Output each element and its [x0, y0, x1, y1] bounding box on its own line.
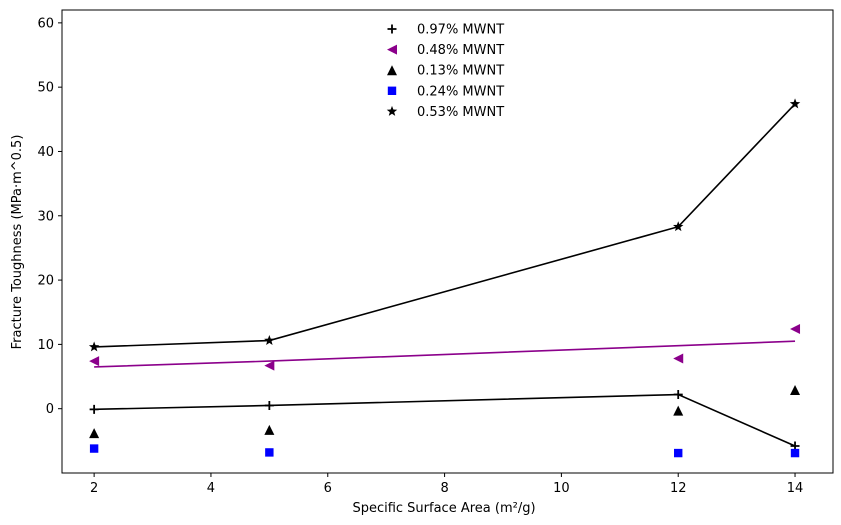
series-0-48-mwnt: [89, 323, 801, 371]
data-point: [89, 444, 99, 453]
legend-marker: [387, 86, 397, 95]
y-tick-label: 30: [37, 209, 54, 224]
data-point: [673, 405, 684, 416]
x-tick-label: 8: [440, 481, 448, 496]
x-axis: 2 4 6 8 10 12 14: [90, 473, 803, 496]
data-point: [789, 98, 801, 109]
data-point: [790, 385, 801, 396]
legend-label: 0.97% MWNT: [417, 23, 504, 38]
series-0-13-mwnt: [89, 385, 801, 439]
series-line-1: [94, 103, 796, 348]
y-tick-label: 60: [37, 16, 54, 31]
legend-marker: [386, 105, 398, 116]
y-tick-label: 10: [37, 338, 54, 353]
legend-marker: [387, 44, 397, 55]
data-point: [673, 390, 683, 400]
x-tick-label: 10: [553, 481, 570, 496]
data-point: [265, 448, 274, 457]
legend-label: 0.13% MWNT: [417, 64, 504, 79]
series-line-3: [94, 393, 796, 447]
data-point: [88, 341, 100, 352]
legend-label: 0.24% MWNT: [417, 84, 504, 99]
data-point: [673, 353, 684, 364]
y-tick-label: 40: [37, 145, 54, 160]
series-line-2: [94, 340, 796, 368]
x-axis-label: Specific Surface Area (m²/g): [352, 501, 535, 516]
data-point: [264, 360, 275, 371]
legend-label: 0.53% MWNT: [417, 105, 504, 120]
plot-area: [61, 9, 834, 474]
data-point: [89, 428, 100, 439]
x-tick-label: 4: [207, 481, 215, 496]
y-tick-label: 20: [37, 274, 54, 289]
x-tick-label: 12: [670, 481, 687, 496]
x-tick-label: 6: [324, 481, 332, 496]
fit-lines: [94, 103, 796, 447]
legend-marker: [387, 24, 397, 34]
legend-marker: [387, 65, 397, 76]
data-point: [264, 424, 275, 435]
data-point: [790, 323, 801, 334]
y-axis: 0 10 20 30 40 50 60: [37, 16, 62, 417]
x-tick-label: 2: [90, 481, 98, 496]
data-point: [89, 404, 99, 414]
data-point: [264, 335, 275, 345]
y-tick-label: 50: [37, 81, 54, 96]
data-point: [674, 448, 683, 458]
y-axis-label: Fracture Toughness (MPa·m^0.5): [10, 135, 25, 350]
legend-label: 0.48% MWNT: [417, 43, 504, 58]
y-tick-label: 0: [46, 402, 54, 417]
data-point: [89, 356, 100, 367]
data-point: [672, 221, 684, 232]
legend: 0.97% MWNT 0.48% MWNT 0.13% MWNT 0.24% MWNT…: [386, 23, 504, 120]
series-0-24-mwnt: [89, 444, 800, 458]
x-tick-label: 14: [787, 481, 804, 496]
data-points: [88, 98, 801, 458]
data-point: [264, 400, 274, 410]
series-0-53-mwnt: [88, 98, 801, 352]
data-point: [790, 448, 800, 458]
